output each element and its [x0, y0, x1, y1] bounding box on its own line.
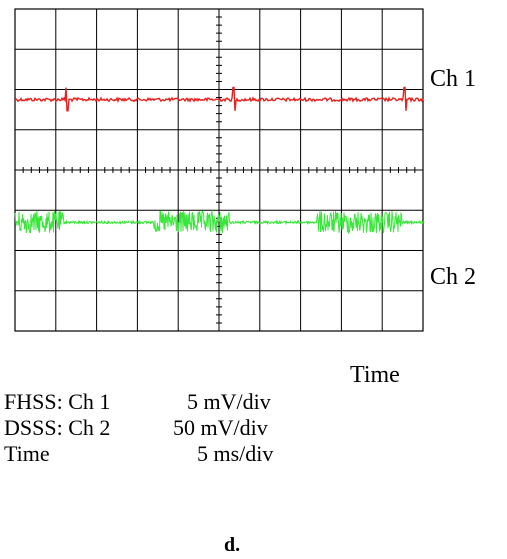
settings-key: FHSS: Ch 1 [4, 389, 111, 414]
ch2-label: Ch 2 [430, 264, 477, 290]
settings-value: 5 ms/div [197, 441, 274, 466]
grid [14, 8, 424, 332]
settings-key: Time [4, 441, 50, 466]
panel-label: d. [224, 534, 241, 556]
settings-key: DSSS: Ch 2 [4, 415, 111, 440]
ch1-trace [14, 86, 424, 112]
center-axis-ticks-vertical [216, 16, 222, 324]
ch2-trace [14, 209, 424, 235]
settings-value: 5 mV/div [187, 389, 271, 414]
time-axis-label: Time [350, 362, 400, 388]
settings-value: 50 mV/div [173, 415, 268, 440]
oscilloscope-screen [14, 8, 424, 332]
ch1-label: Ch 1 [430, 66, 477, 92]
center-axis-ticks-horizontal [22, 167, 416, 173]
traces [14, 86, 424, 235]
